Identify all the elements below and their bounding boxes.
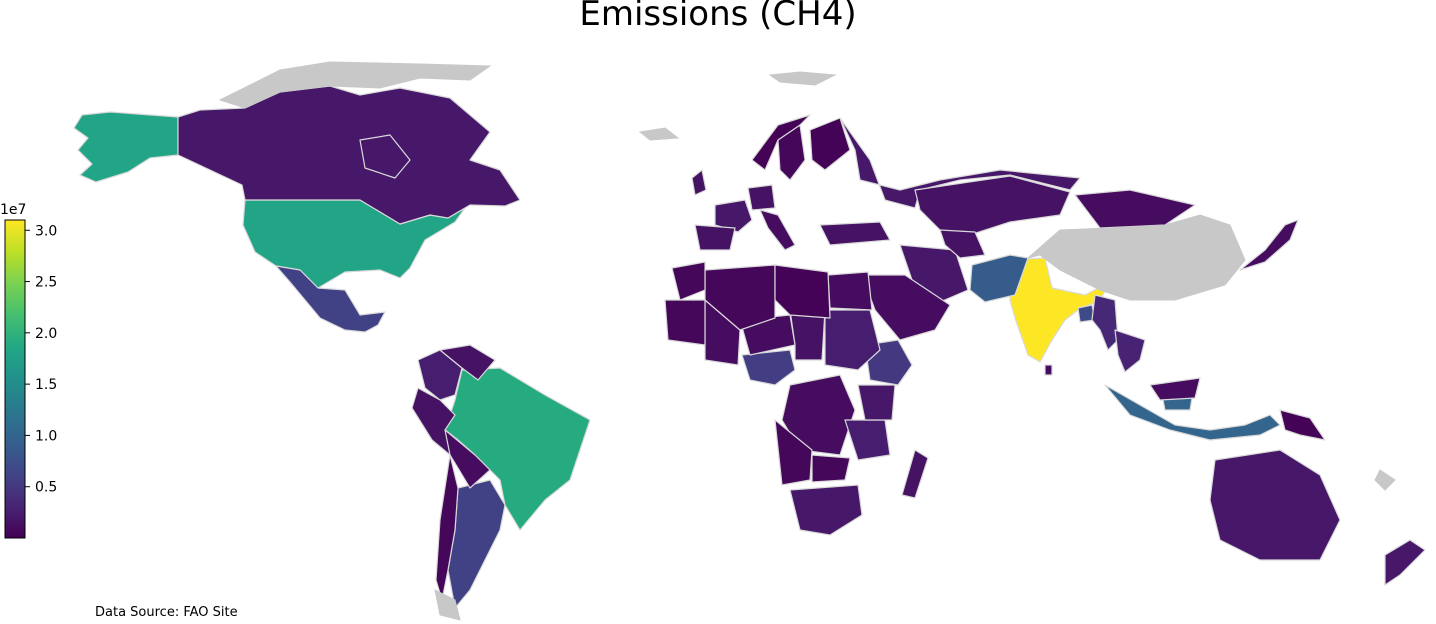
map-title: Emissions (CH4) <box>579 0 857 34</box>
colorbar-tick-label: 0.5 <box>35 480 57 496</box>
country-libya <box>774 264 831 319</box>
country-angola <box>774 419 813 486</box>
country-france <box>714 199 753 233</box>
country-tanzania <box>844 419 891 461</box>
country-pakistan <box>969 254 1029 303</box>
country-kenya <box>857 384 896 421</box>
country-australia <box>1209 449 1341 561</box>
country-finland <box>809 117 851 171</box>
colorbar-tick-label: 1.0 <box>35 428 57 444</box>
country-kazakhstan <box>914 175 1071 236</box>
colorbar-tick-label: 2.5 <box>35 275 57 291</box>
country-germany <box>747 184 776 211</box>
country-mexico <box>275 265 386 333</box>
country-algeria <box>704 264 776 331</box>
no-data-land-3 <box>638 127 680 141</box>
no-data-land-2 <box>1027 214 1246 301</box>
country-mauritania <box>664 299 706 346</box>
country-japan <box>1239 219 1299 271</box>
no-data-layer <box>218 61 1396 621</box>
no-data-land-6 <box>434 589 461 621</box>
country-turkey <box>819 221 891 246</box>
country-papua-new-guinea <box>1279 409 1326 441</box>
colorbar-tick-label: 2.0 <box>35 326 57 342</box>
country-venezuela <box>439 344 496 381</box>
colorbar-tick-label: 1.5 <box>35 377 57 393</box>
country-sri-lanka <box>1044 364 1053 376</box>
colorbar-gradient <box>4 219 26 539</box>
country-mongolia <box>1074 189 1196 229</box>
country-layer <box>73 85 1426 609</box>
country-malaysia <box>1149 377 1201 401</box>
country-russia <box>839 117 1081 209</box>
country-zambia <box>811 454 851 483</box>
country-norway <box>751 114 811 171</box>
country-nigeria <box>741 349 796 386</box>
country-india <box>1009 257 1111 363</box>
country-chile <box>435 454 459 601</box>
country-morocco <box>671 261 706 301</box>
country-united-kingdom <box>691 169 707 196</box>
country-madagascar <box>901 449 929 499</box>
country-myanmar <box>1091 294 1119 351</box>
colorbar-ticks: 0.5 1.0 1.5 2.0 2.5 3.0 <box>25 223 57 496</box>
data-source-note: Data Source: FAO Site <box>95 605 238 620</box>
country-spain <box>694 224 736 251</box>
colorbar-tick-label: 3.0 <box>35 223 57 239</box>
country-canada <box>177 85 521 225</box>
no-data-land-1 <box>218 61 492 109</box>
country-new-zealand <box>1384 539 1426 586</box>
colorbar-offset-label: 1e7 <box>0 202 26 218</box>
colorbar: 1e7 0.5 1.0 1.5 2.0 2.5 3.0 <box>0 202 57 539</box>
country-south-africa <box>789 484 863 536</box>
country-iran <box>899 244 969 303</box>
country-thailand <box>1114 329 1146 373</box>
country-uzbekistan <box>939 229 986 259</box>
country-dr-congo <box>781 374 856 456</box>
country-alaska-united-states <box>73 111 179 183</box>
country-italy <box>759 209 796 251</box>
country-egypt <box>827 271 873 311</box>
country-saudi-arabia <box>861 274 951 341</box>
no-data-land-4 <box>768 71 837 86</box>
no-data-land-5 <box>1374 469 1396 491</box>
